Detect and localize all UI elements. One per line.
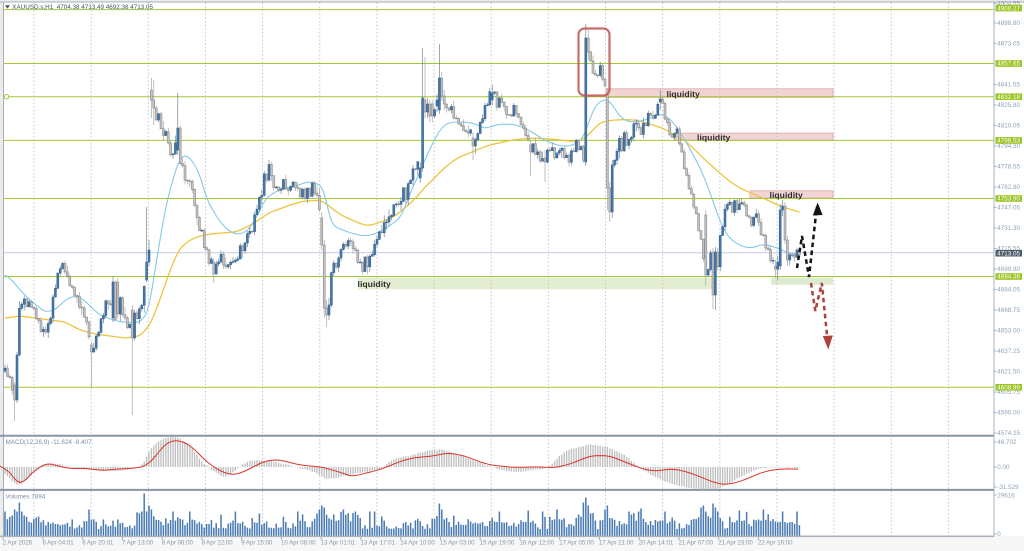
svg-text:10 Apr 08:00: 10 Apr 08:00 <box>281 540 316 547</box>
svg-text:4753.90: 4753.90 <box>997 196 1020 203</box>
svg-text:0: 0 <box>997 531 1001 538</box>
svg-text:14 Apr 10:00: 14 Apr 10:00 <box>400 540 435 547</box>
svg-text:13 Apr 01:01: 13 Apr 01:01 <box>321 540 356 547</box>
svg-text:4699.80: 4699.80 <box>997 266 1020 273</box>
svg-text:9 Apr 15:00: 9 Apr 15:00 <box>241 540 273 547</box>
svg-text:4810.05: 4810.05 <box>997 123 1020 130</box>
svg-text:4715.55: 4715.55 <box>997 246 1020 253</box>
svg-text:4694.36: 4694.36 <box>997 274 1020 281</box>
svg-text:4900.27: 4900.27 <box>997 5 1020 12</box>
svg-text:4605.75: 4605.75 <box>997 389 1020 396</box>
svg-text:4794.30: 4794.30 <box>997 143 1020 150</box>
svg-text:liquidity: liquidity <box>770 190 804 200</box>
svg-text:4762.80: 4762.80 <box>997 184 1020 191</box>
svg-text:4621.50: 4621.50 <box>997 369 1020 376</box>
svg-text:4888.80: 4888.80 <box>997 20 1020 27</box>
svg-text:6 Apr 20:01: 6 Apr 20:01 <box>82 540 114 547</box>
svg-text:13 Apr 17:01: 13 Apr 17:01 <box>360 540 395 547</box>
svg-text:15 Apr 19:00: 15 Apr 19:00 <box>480 540 515 547</box>
svg-text:4637.25: 4637.25 <box>997 348 1020 355</box>
svg-text:4873.05: 4873.05 <box>997 41 1020 48</box>
svg-text:4713.05: 4713.05 <box>997 250 1020 257</box>
svg-text:4574.25: 4574.25 <box>997 430 1020 437</box>
svg-text:4608.99: 4608.99 <box>997 385 1020 392</box>
svg-text:7 Apr 13:00: 7 Apr 13:00 <box>122 540 154 547</box>
svg-text:8 Apr 22:00: 8 Apr 22:00 <box>201 540 233 547</box>
svg-text:17 Apr 05:00: 17 Apr 05:00 <box>559 540 594 547</box>
svg-text:17 Apr 21:00: 17 Apr 21:00 <box>599 540 634 547</box>
svg-text:20 Apr 14:01: 20 Apr 14:01 <box>639 540 674 547</box>
svg-text:4778.55: 4778.55 <box>997 164 1020 171</box>
svg-text:22 Apr 16:00: 22 Apr 16:00 <box>758 540 793 547</box>
svg-text:liquidity: liquidity <box>358 279 392 289</box>
svg-text:4668.75: 4668.75 <box>997 307 1020 314</box>
svg-text:16 Apr 12:00: 16 Apr 12:00 <box>519 540 554 547</box>
svg-text:4653.00: 4653.00 <box>997 328 1020 335</box>
svg-text:Volumes 7894: Volumes 7894 <box>6 494 46 501</box>
svg-text:4747.05: 4747.05 <box>997 205 1020 212</box>
svg-text:21 Apr 23:00: 21 Apr 23:00 <box>718 540 753 547</box>
svg-text:MACD(12,26,9) -11.624 -8.407: MACD(12,26,9) -11.624 -8.407 <box>6 439 92 446</box>
svg-text:XAUUSD.s,H1 4704.38 4713.49 4: XAUUSD.s,H1 4704.38 4713.49 4692.38 4713… <box>12 4 153 11</box>
svg-text:liquidity: liquidity <box>697 133 731 143</box>
svg-text:4832.18: 4832.18 <box>997 94 1020 101</box>
svg-text:4731.30: 4731.30 <box>997 225 1020 232</box>
svg-text:15 Apr 03:00: 15 Apr 03:00 <box>440 540 475 547</box>
svg-text:-31.529: -31.529 <box>997 484 1019 491</box>
svg-text:29616: 29616 <box>997 492 1015 499</box>
svg-text:8 Apr 06:00: 8 Apr 06:00 <box>162 540 194 547</box>
svg-text:4590.00: 4590.00 <box>997 410 1020 417</box>
svg-text:liquidity: liquidity <box>667 89 701 99</box>
svg-text:4798.53: 4798.53 <box>997 138 1020 145</box>
svg-text:6 Apr 04:01: 6 Apr 04:01 <box>42 540 74 547</box>
svg-text:0.00: 0.00 <box>997 464 1010 471</box>
svg-text:4857.65: 4857.65 <box>997 61 1020 68</box>
svg-text:4825.80: 4825.80 <box>997 102 1020 109</box>
svg-text:4904.55: 4904.55 <box>997 1 1020 8</box>
svg-text:21 Apr 07:00: 21 Apr 07:00 <box>678 540 713 547</box>
svg-text:2 Apr 2026: 2 Apr 2026 <box>3 540 33 547</box>
svg-text:4684.05: 4684.05 <box>997 287 1020 294</box>
svg-text:4841.55: 4841.55 <box>997 82 1020 89</box>
svg-text:46.702: 46.702 <box>997 439 1017 446</box>
